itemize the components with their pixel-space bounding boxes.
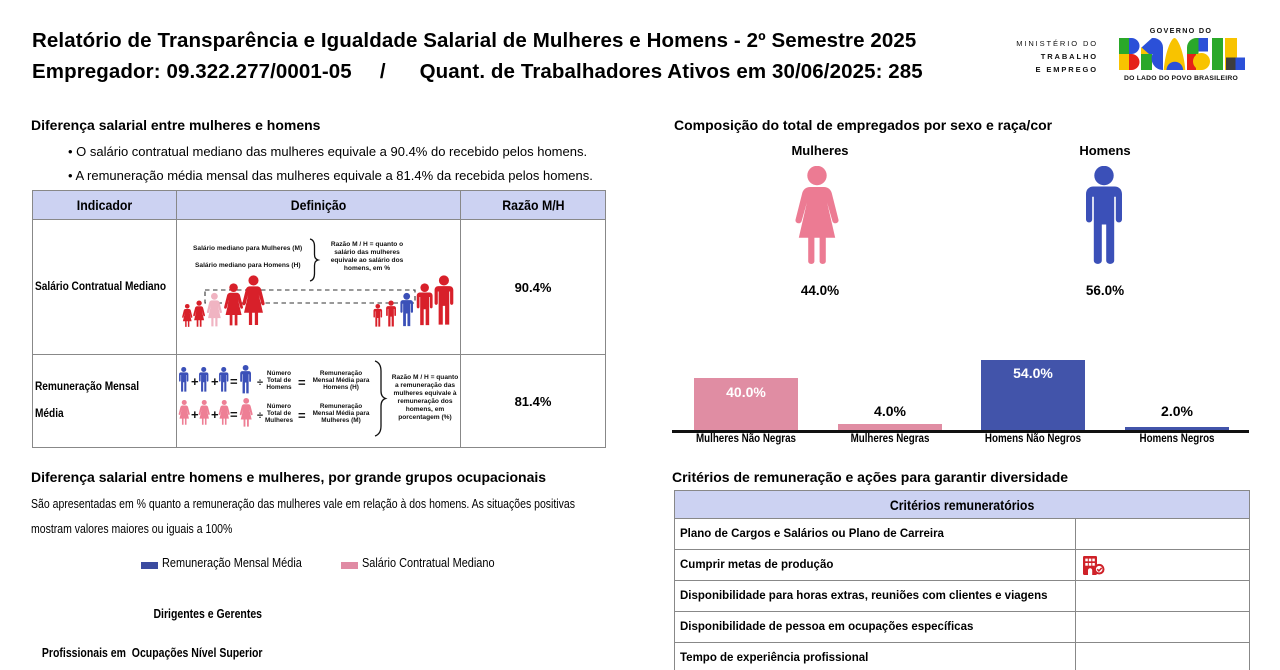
svg-text:equivale ao salário dos: equivale ao salário dos <box>331 257 404 264</box>
svg-text:=: = <box>230 374 238 389</box>
svg-text:homens, em %: homens, em % <box>344 265 390 272</box>
svg-text:+: + <box>191 407 199 422</box>
svg-text:+: + <box>211 374 219 389</box>
svg-text:Mensal Média para: Mensal Média para <box>313 377 370 384</box>
svg-text:Mulheres (M): Mulheres (M) <box>321 417 360 424</box>
svg-text:porcentagem (%): porcentagem (%) <box>398 414 452 421</box>
svg-text:mulheres equivale à: mulheres equivale à <box>393 390 456 397</box>
svg-text:Mensal Média para: Mensal Média para <box>313 410 370 417</box>
svg-text:a remuneração das: a remuneração das <box>395 382 455 389</box>
svg-text:Remuneração: Remuneração <box>320 370 362 377</box>
svg-text:=: = <box>298 408 306 423</box>
svg-text:remuneração dos: remuneração dos <box>398 398 453 405</box>
svg-text:salário das mulheres: salário das mulheres <box>334 249 400 256</box>
svg-text:Número: Número <box>267 370 291 377</box>
svg-text:Total de: Total de <box>267 410 291 417</box>
svg-text:Homens (H): Homens (H) <box>323 384 359 391</box>
svg-text:Homens: Homens <box>266 384 292 391</box>
svg-text:=: = <box>298 375 306 390</box>
svg-text:+: + <box>191 374 199 389</box>
svg-text:Salário mediano para Mulheres: Salário mediano para Mulheres (M) <box>193 245 302 252</box>
svg-text:Total de: Total de <box>267 377 291 384</box>
svg-text:Mulheres: Mulheres <box>265 417 294 424</box>
svg-text:Razão M / H = quanto: Razão M / H = quanto <box>392 374 459 381</box>
svg-text:Salário mediano para Homens (H: Salário mediano para Homens (H) <box>195 262 301 269</box>
svg-text:homens, em: homens, em <box>406 406 445 413</box>
svg-text:Número: Número <box>267 403 291 410</box>
svg-text:Remuneração: Remuneração <box>320 403 362 410</box>
svg-text:=: = <box>230 407 238 422</box>
svg-text:÷: ÷ <box>257 377 263 389</box>
svg-text:÷: ÷ <box>257 410 263 422</box>
svg-text:Razão M / H = quanto o: Razão M / H = quanto o <box>331 241 403 248</box>
svg-text:+: + <box>211 407 219 422</box>
